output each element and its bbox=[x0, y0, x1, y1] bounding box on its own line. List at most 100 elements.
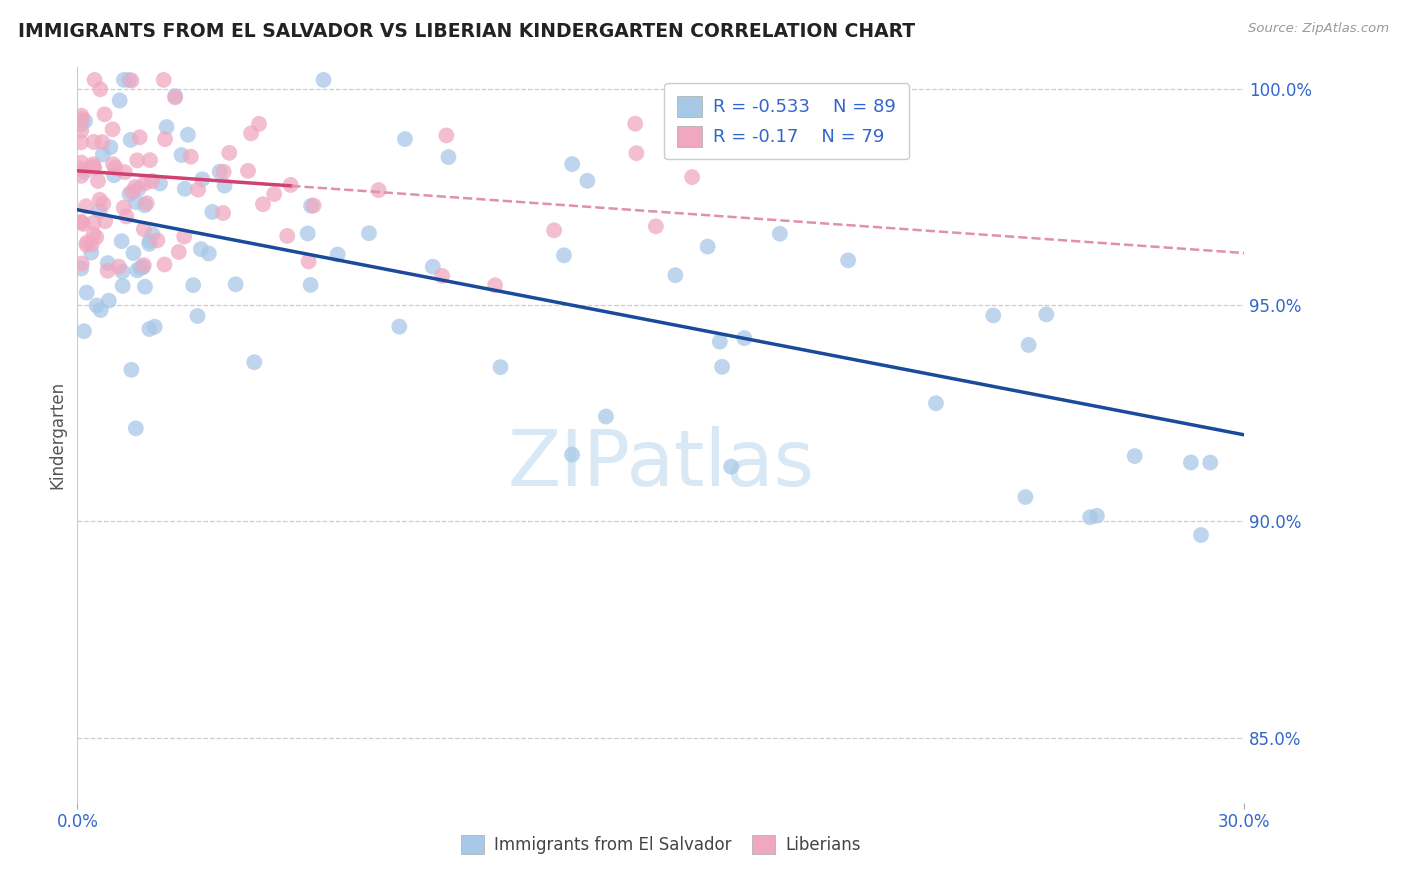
Point bbox=[146, 233, 169, 247]
Point bbox=[73, 114, 96, 128]
Point bbox=[118, 73, 141, 87]
Point bbox=[561, 448, 583, 462]
Point bbox=[75, 199, 97, 213]
Point bbox=[624, 117, 647, 131]
Point bbox=[108, 260, 131, 274]
Point bbox=[70, 118, 93, 132]
Point bbox=[138, 236, 160, 251]
Point bbox=[1085, 508, 1108, 523]
Point bbox=[70, 161, 93, 176]
Point bbox=[87, 174, 110, 188]
Point bbox=[82, 157, 104, 171]
Point bbox=[1180, 455, 1202, 469]
Point bbox=[75, 237, 97, 252]
Point bbox=[111, 278, 134, 293]
Point bbox=[212, 206, 235, 220]
Point bbox=[437, 150, 460, 164]
Point bbox=[981, 309, 1004, 323]
Point bbox=[115, 210, 138, 224]
Point bbox=[76, 285, 98, 300]
Point bbox=[70, 261, 93, 276]
Point bbox=[280, 178, 302, 192]
Point bbox=[70, 123, 93, 137]
Point bbox=[191, 172, 214, 186]
Point bbox=[128, 181, 150, 195]
Point bbox=[208, 165, 231, 179]
Point bbox=[367, 183, 389, 197]
Point bbox=[70, 215, 93, 229]
Point bbox=[73, 324, 96, 338]
Y-axis label: Kindergarten: Kindergarten bbox=[48, 381, 66, 489]
Point bbox=[129, 260, 152, 275]
Point bbox=[733, 331, 755, 345]
Point bbox=[720, 459, 742, 474]
Point bbox=[138, 234, 160, 248]
Point bbox=[173, 182, 195, 196]
Point bbox=[218, 145, 240, 160]
Point bbox=[100, 140, 122, 154]
Point bbox=[225, 277, 247, 292]
Point bbox=[141, 227, 163, 242]
Point bbox=[121, 185, 143, 199]
Point bbox=[93, 107, 115, 121]
Point bbox=[70, 169, 93, 183]
Point bbox=[595, 409, 617, 424]
Point bbox=[118, 187, 141, 202]
Point bbox=[357, 226, 380, 240]
Point bbox=[127, 153, 149, 168]
Point bbox=[263, 186, 285, 201]
Point bbox=[149, 177, 172, 191]
Point bbox=[187, 183, 209, 197]
Point bbox=[576, 174, 599, 188]
Point bbox=[139, 153, 162, 168]
Point bbox=[177, 128, 200, 142]
Point bbox=[247, 117, 270, 131]
Point bbox=[91, 196, 114, 211]
Point bbox=[70, 135, 93, 149]
Point bbox=[186, 309, 208, 323]
Point bbox=[97, 256, 120, 270]
Point bbox=[76, 235, 98, 250]
Point bbox=[83, 73, 105, 87]
Point bbox=[299, 277, 322, 292]
Point bbox=[152, 73, 174, 87]
Point bbox=[1078, 510, 1101, 524]
Point bbox=[97, 293, 120, 308]
Point bbox=[153, 132, 176, 146]
Point bbox=[112, 73, 135, 87]
Point bbox=[125, 195, 148, 210]
Point bbox=[83, 161, 105, 175]
Point bbox=[101, 157, 124, 171]
Point bbox=[925, 396, 948, 410]
Point bbox=[89, 82, 111, 96]
Point bbox=[173, 229, 195, 244]
Point bbox=[214, 178, 236, 193]
Point bbox=[70, 256, 93, 270]
Point bbox=[276, 228, 298, 243]
Point bbox=[1018, 338, 1040, 352]
Point bbox=[180, 150, 202, 164]
Point bbox=[120, 73, 142, 87]
Point bbox=[681, 170, 703, 185]
Text: IMMIGRANTS FROM EL SALVADOR VS LIBERIAN KINDERGARTEN CORRELATION CHART: IMMIGRANTS FROM EL SALVADOR VS LIBERIAN … bbox=[18, 22, 915, 41]
Point bbox=[111, 264, 134, 278]
Point bbox=[114, 165, 136, 179]
Text: ZIPatlas: ZIPatlas bbox=[508, 426, 814, 502]
Point bbox=[190, 242, 212, 256]
Point bbox=[243, 355, 266, 369]
Point bbox=[711, 359, 734, 374]
Point bbox=[155, 120, 177, 134]
Point bbox=[626, 146, 648, 161]
Point bbox=[128, 130, 150, 145]
Point bbox=[122, 246, 145, 260]
Point bbox=[297, 227, 319, 241]
Point bbox=[644, 219, 666, 234]
Point bbox=[70, 215, 93, 229]
Point bbox=[1035, 307, 1057, 321]
Point bbox=[124, 180, 146, 194]
Point bbox=[72, 217, 94, 231]
Point bbox=[70, 112, 93, 126]
Point bbox=[1123, 449, 1146, 463]
Point bbox=[134, 176, 156, 190]
Point bbox=[111, 234, 134, 248]
